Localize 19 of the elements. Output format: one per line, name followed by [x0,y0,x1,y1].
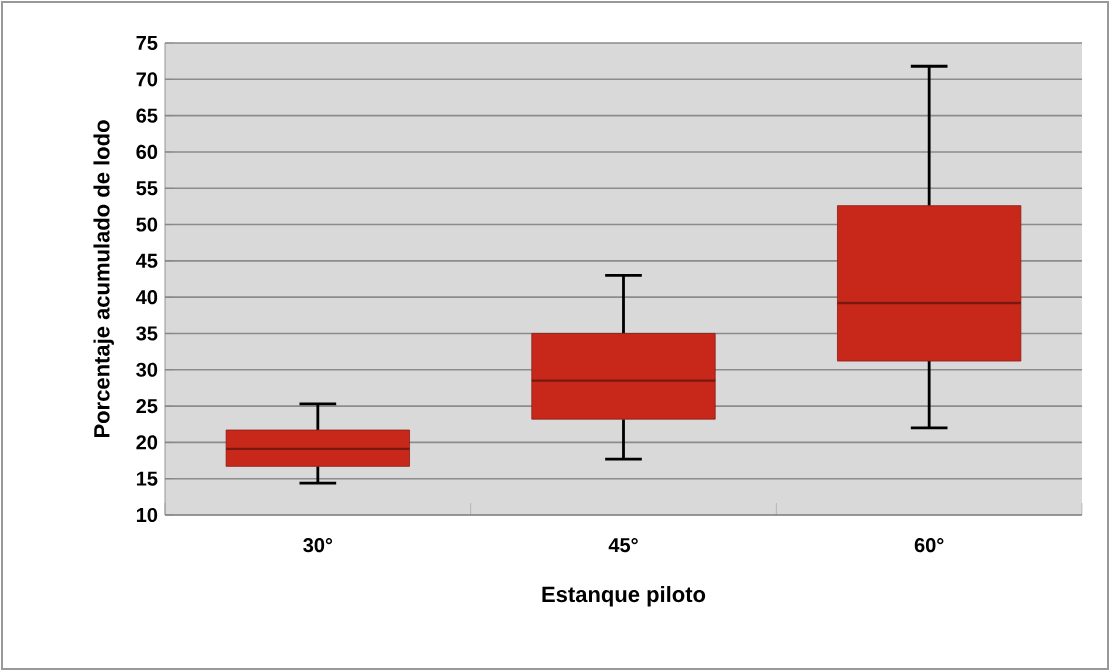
x-tick-label: 30° [303,538,333,553]
x-axis-title: Estanque piloto [542,585,706,607]
y-tick-label: 55 [136,181,158,196]
y-tick-label: 45 [136,253,158,268]
y-tick-label: 10 [136,507,158,523]
y-tick-label: 50 [136,217,158,232]
y-tick-label: 75 [136,36,158,50]
y-tick-label: 20 [136,435,158,450]
y-tick-label: 70 [136,72,158,87]
y-axis-title: Porcentaje acumulado de lodo [93,120,114,438]
y-tick-label: 60 [136,144,158,160]
y-tick-label: 35 [136,326,158,341]
y-tick-label: 65 [136,108,158,123]
y-tick-label: 15 [136,471,158,486]
x-tick-label: 45° [608,538,638,553]
x-tick-label: 60° [914,538,944,553]
y-tick-label: 40 [136,290,158,305]
y-tick-label: 25 [136,399,158,414]
y-tick-label: 30 [136,362,158,377]
